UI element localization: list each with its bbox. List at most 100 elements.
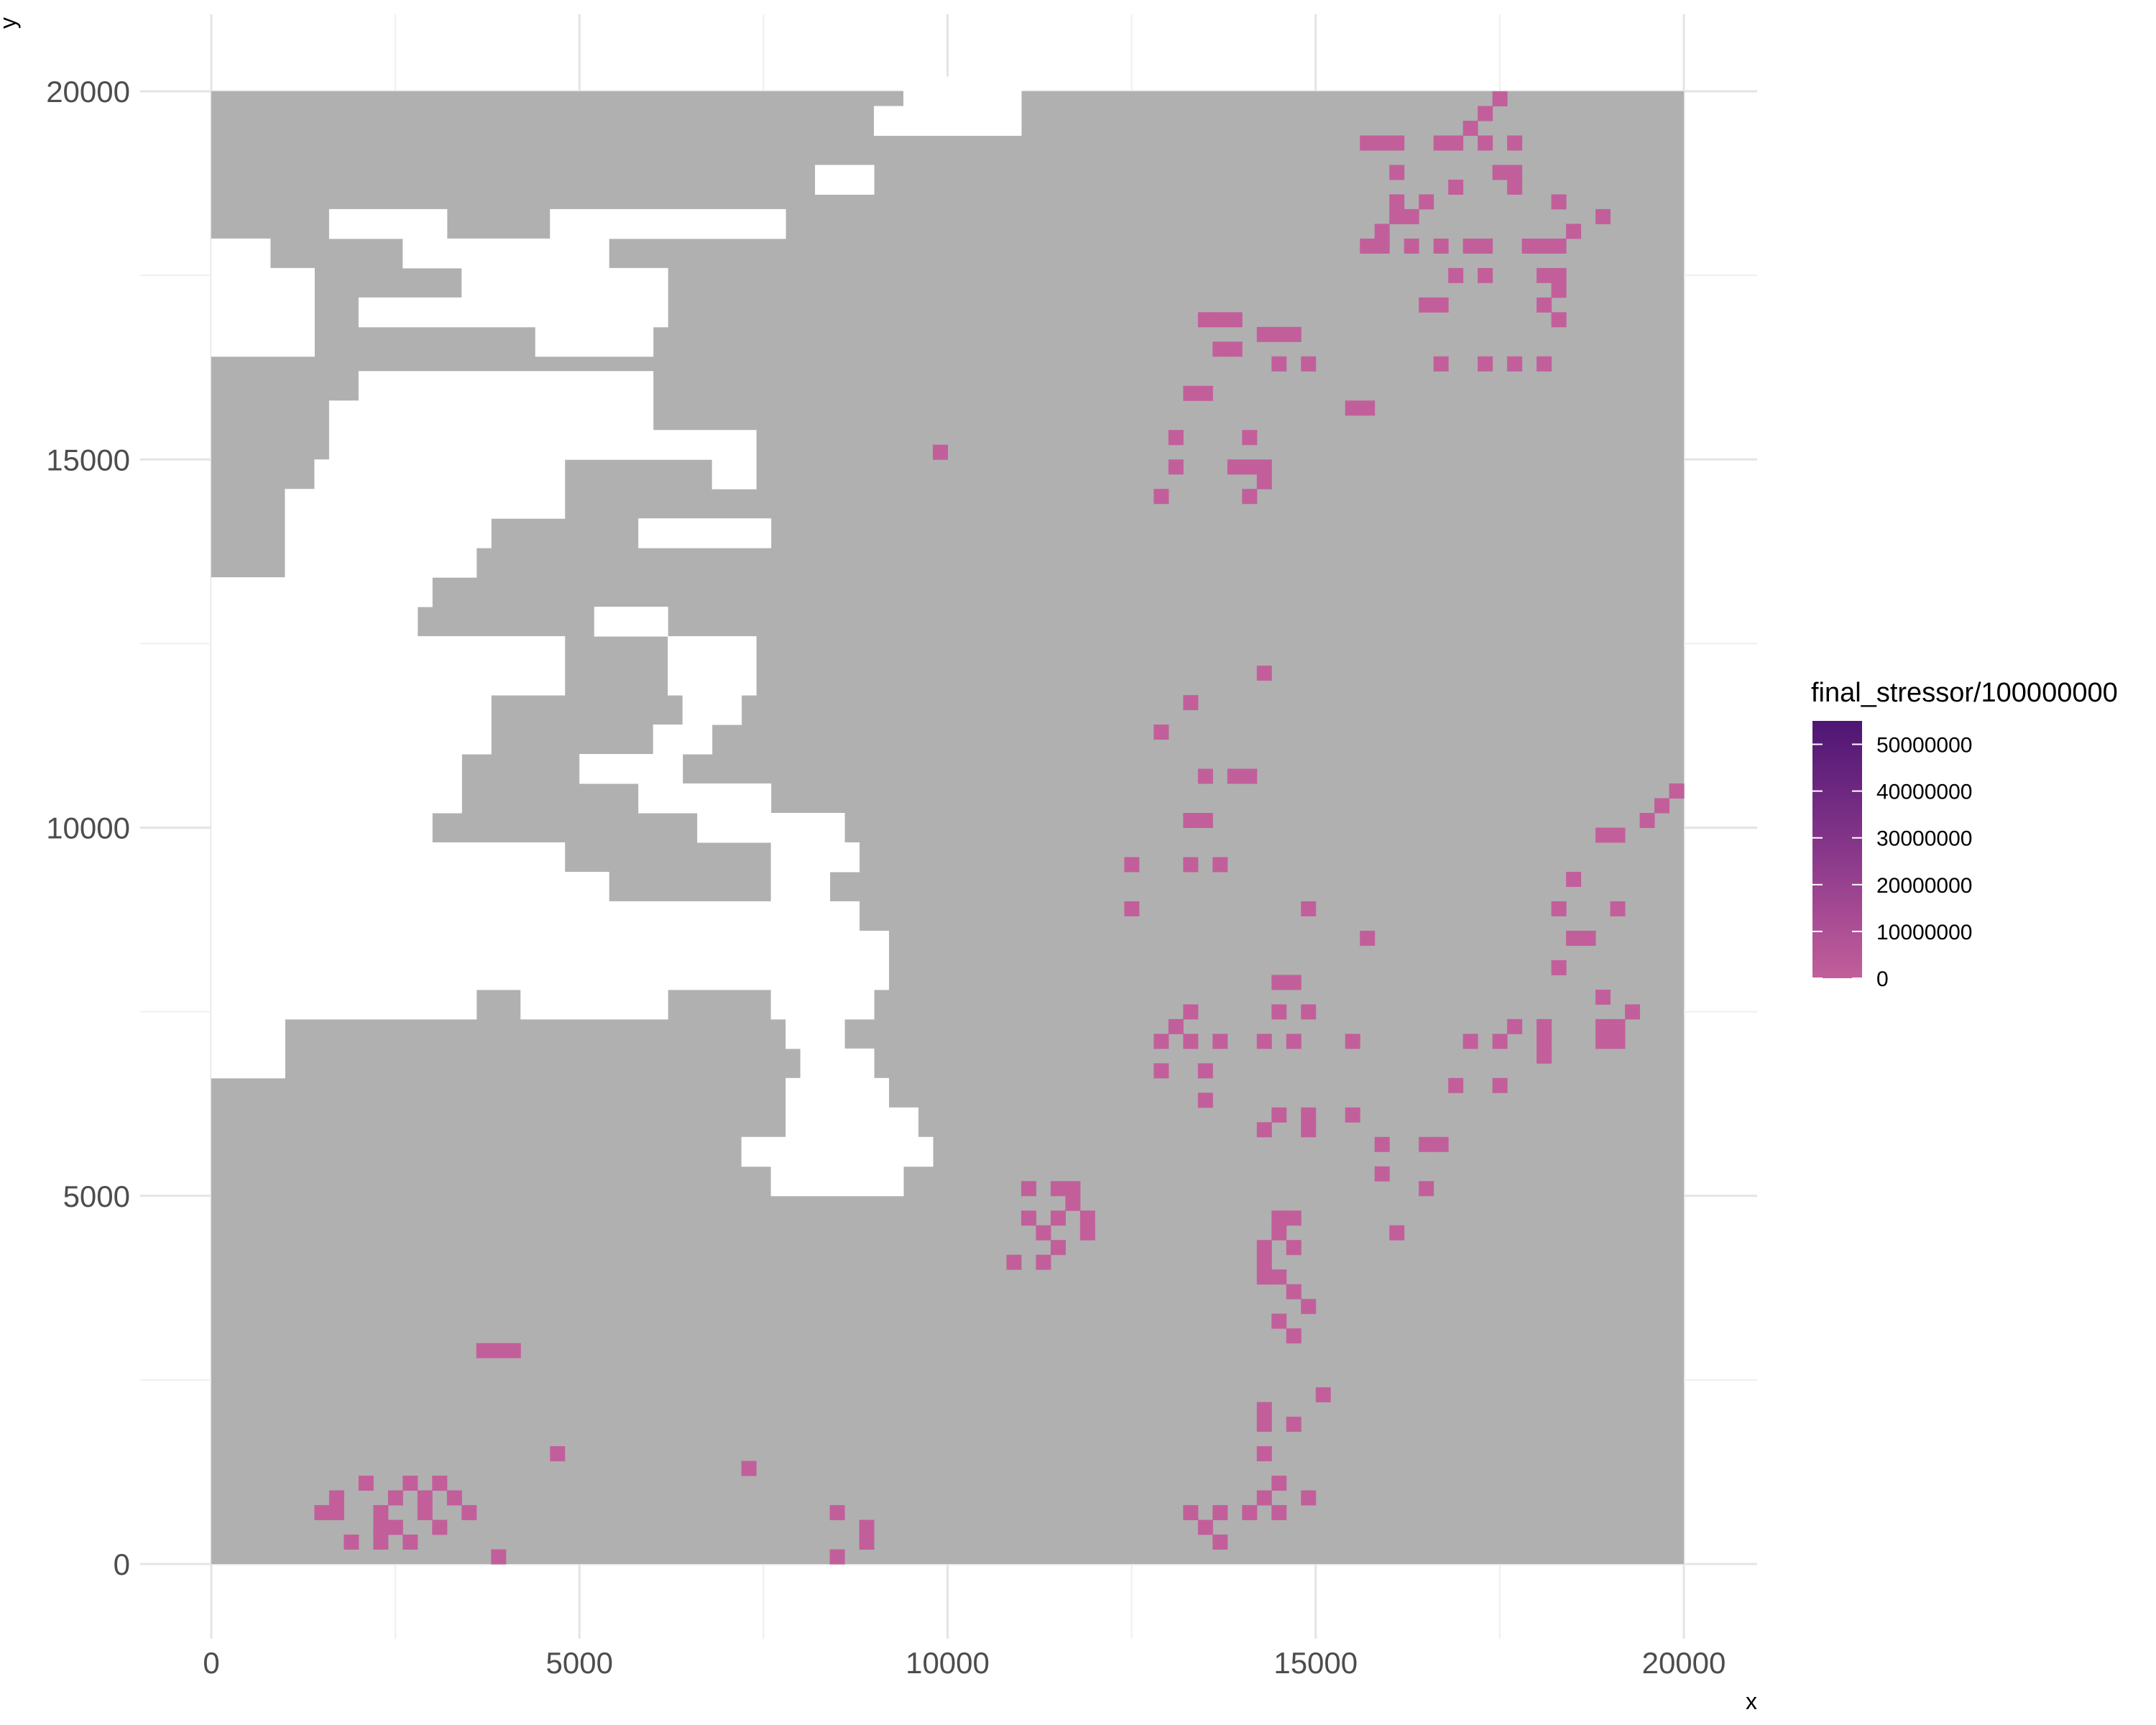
stressor-cell bbox=[1271, 326, 1287, 342]
stressor-cell bbox=[1242, 459, 1258, 475]
stressor-cell bbox=[1021, 1181, 1036, 1197]
stressor-cell bbox=[741, 1460, 757, 1476]
stressor-cell bbox=[1124, 901, 1140, 916]
stressor-cell bbox=[373, 1535, 389, 1550]
stressor-cell bbox=[1286, 1328, 1302, 1344]
stressor-cell bbox=[1462, 120, 1478, 136]
raster-no-data-cell bbox=[358, 371, 654, 401]
stressor-cell bbox=[1404, 238, 1419, 254]
stressor-cell bbox=[1404, 208, 1419, 224]
stressor-cell bbox=[344, 1535, 359, 1550]
legend-tick-label: 10000000 bbox=[1876, 921, 1972, 944]
stressor-cell bbox=[1197, 312, 1213, 328]
raster-no-data-cell bbox=[211, 636, 566, 666]
raster-no-data-cell bbox=[285, 518, 492, 548]
stressor-cell bbox=[314, 1505, 330, 1521]
stressor-cell bbox=[1551, 312, 1567, 328]
stressor-cell bbox=[1256, 1417, 1272, 1432]
stressor-cell bbox=[1462, 1034, 1478, 1049]
stressor-cell bbox=[1227, 312, 1243, 328]
stressor-cell bbox=[476, 1343, 492, 1358]
stressor-cell bbox=[1286, 326, 1302, 342]
stressor-cell bbox=[1271, 1225, 1287, 1241]
stressor-cell bbox=[1153, 724, 1169, 740]
stressor-cell bbox=[1360, 135, 1376, 151]
raster-no-data-cell bbox=[770, 871, 831, 902]
stressor-cell bbox=[1286, 1284, 1302, 1300]
raster-no-data-cell bbox=[461, 267, 668, 298]
stressor-cell bbox=[1492, 165, 1508, 180]
stressor-cell bbox=[1301, 1490, 1317, 1506]
stressor-cell bbox=[328, 1505, 344, 1521]
stressor-cell bbox=[1478, 267, 1493, 283]
raster-no-data-cell bbox=[682, 695, 742, 725]
stressor-cell bbox=[1271, 1004, 1287, 1020]
legend-ticks: 50000000 40000000 30000000 20000000 10000000… bbox=[1812, 734, 1972, 991]
stressor-cell bbox=[1389, 208, 1405, 224]
y-tick-label: 10000 bbox=[46, 811, 130, 845]
stressor-cell bbox=[1433, 356, 1449, 372]
stressor-cell bbox=[1551, 267, 1567, 283]
stressor-cell bbox=[1271, 1476, 1287, 1491]
stressor-cell bbox=[1256, 1122, 1272, 1138]
stressor-cell bbox=[1580, 930, 1596, 946]
stressor-cell bbox=[1610, 901, 1626, 916]
raster-no-data-cell bbox=[668, 666, 757, 696]
stressor-cell bbox=[1345, 1034, 1360, 1049]
stressor-cell bbox=[1448, 179, 1464, 195]
raster-no-data-cell bbox=[211, 754, 462, 784]
stressor-cell bbox=[1433, 297, 1449, 313]
stressor-cell bbox=[1212, 1034, 1228, 1049]
stressor-cell bbox=[1256, 1254, 1272, 1270]
stressor-cell bbox=[859, 1535, 875, 1550]
stressor-cell bbox=[1271, 1210, 1287, 1226]
stressor-cell bbox=[1537, 1018, 1552, 1034]
raster-no-data-cell bbox=[786, 1107, 919, 1138]
stressor-cell bbox=[1197, 385, 1213, 401]
stressor-cell bbox=[1419, 1136, 1434, 1152]
stressor-cell bbox=[1537, 356, 1552, 372]
stressor-cell bbox=[1197, 768, 1213, 784]
stressor-cell bbox=[1271, 1313, 1287, 1329]
stressor-cell bbox=[1212, 341, 1228, 357]
stressor-cell bbox=[1183, 695, 1199, 711]
raster-no-data-cell bbox=[770, 1166, 904, 1197]
x-tick-label: 10000 bbox=[906, 1646, 990, 1680]
stressor-cell bbox=[387, 1519, 403, 1535]
stressor-cell bbox=[1124, 857, 1140, 873]
stressor-cell bbox=[1256, 459, 1272, 475]
stressor-cell bbox=[1286, 1240, 1302, 1256]
stressor-cell bbox=[328, 1490, 344, 1506]
raster-no-data-cell bbox=[328, 208, 448, 239]
raster-no-data-cell bbox=[211, 930, 890, 961]
stressor-cell bbox=[1301, 1107, 1317, 1123]
stressor-cell bbox=[1256, 1402, 1272, 1417]
stressor-cell bbox=[1197, 813, 1213, 828]
stressor-cell bbox=[387, 1490, 403, 1506]
stressor-cell bbox=[1507, 135, 1523, 151]
stressor-cell bbox=[1566, 930, 1582, 946]
raster-no-data-cell bbox=[328, 430, 757, 460]
raster-no-data-cell bbox=[535, 326, 654, 357]
stressor-cell bbox=[1242, 1505, 1258, 1521]
legend-tick-label: 50000000 bbox=[1876, 734, 1972, 758]
stressor-cell bbox=[417, 1505, 433, 1521]
stressor-cell bbox=[1389, 1225, 1405, 1241]
stressor-cell bbox=[1286, 1210, 1302, 1226]
y-tick-label: 15000 bbox=[46, 443, 130, 477]
stressor-cell bbox=[1256, 326, 1272, 342]
raster-no-data-cell bbox=[402, 238, 609, 269]
x-axis: 0 5000 10000 15000 20000 bbox=[203, 1646, 1726, 1680]
stressor-cell bbox=[417, 1490, 433, 1506]
stressor-cell bbox=[1492, 1034, 1508, 1049]
stressor-cell bbox=[1448, 135, 1464, 151]
stressor-cell bbox=[1079, 1225, 1095, 1241]
raster-no-data-cell bbox=[285, 489, 566, 519]
stressor-cell bbox=[1551, 282, 1567, 298]
raster-no-data-cell bbox=[815, 165, 875, 195]
x-tick-label: 5000 bbox=[546, 1646, 613, 1680]
stressor-cell bbox=[1433, 238, 1449, 254]
raster-no-data-cell bbox=[579, 754, 683, 784]
stressor-cell bbox=[432, 1519, 448, 1535]
stressor-cell bbox=[1183, 1004, 1199, 1020]
